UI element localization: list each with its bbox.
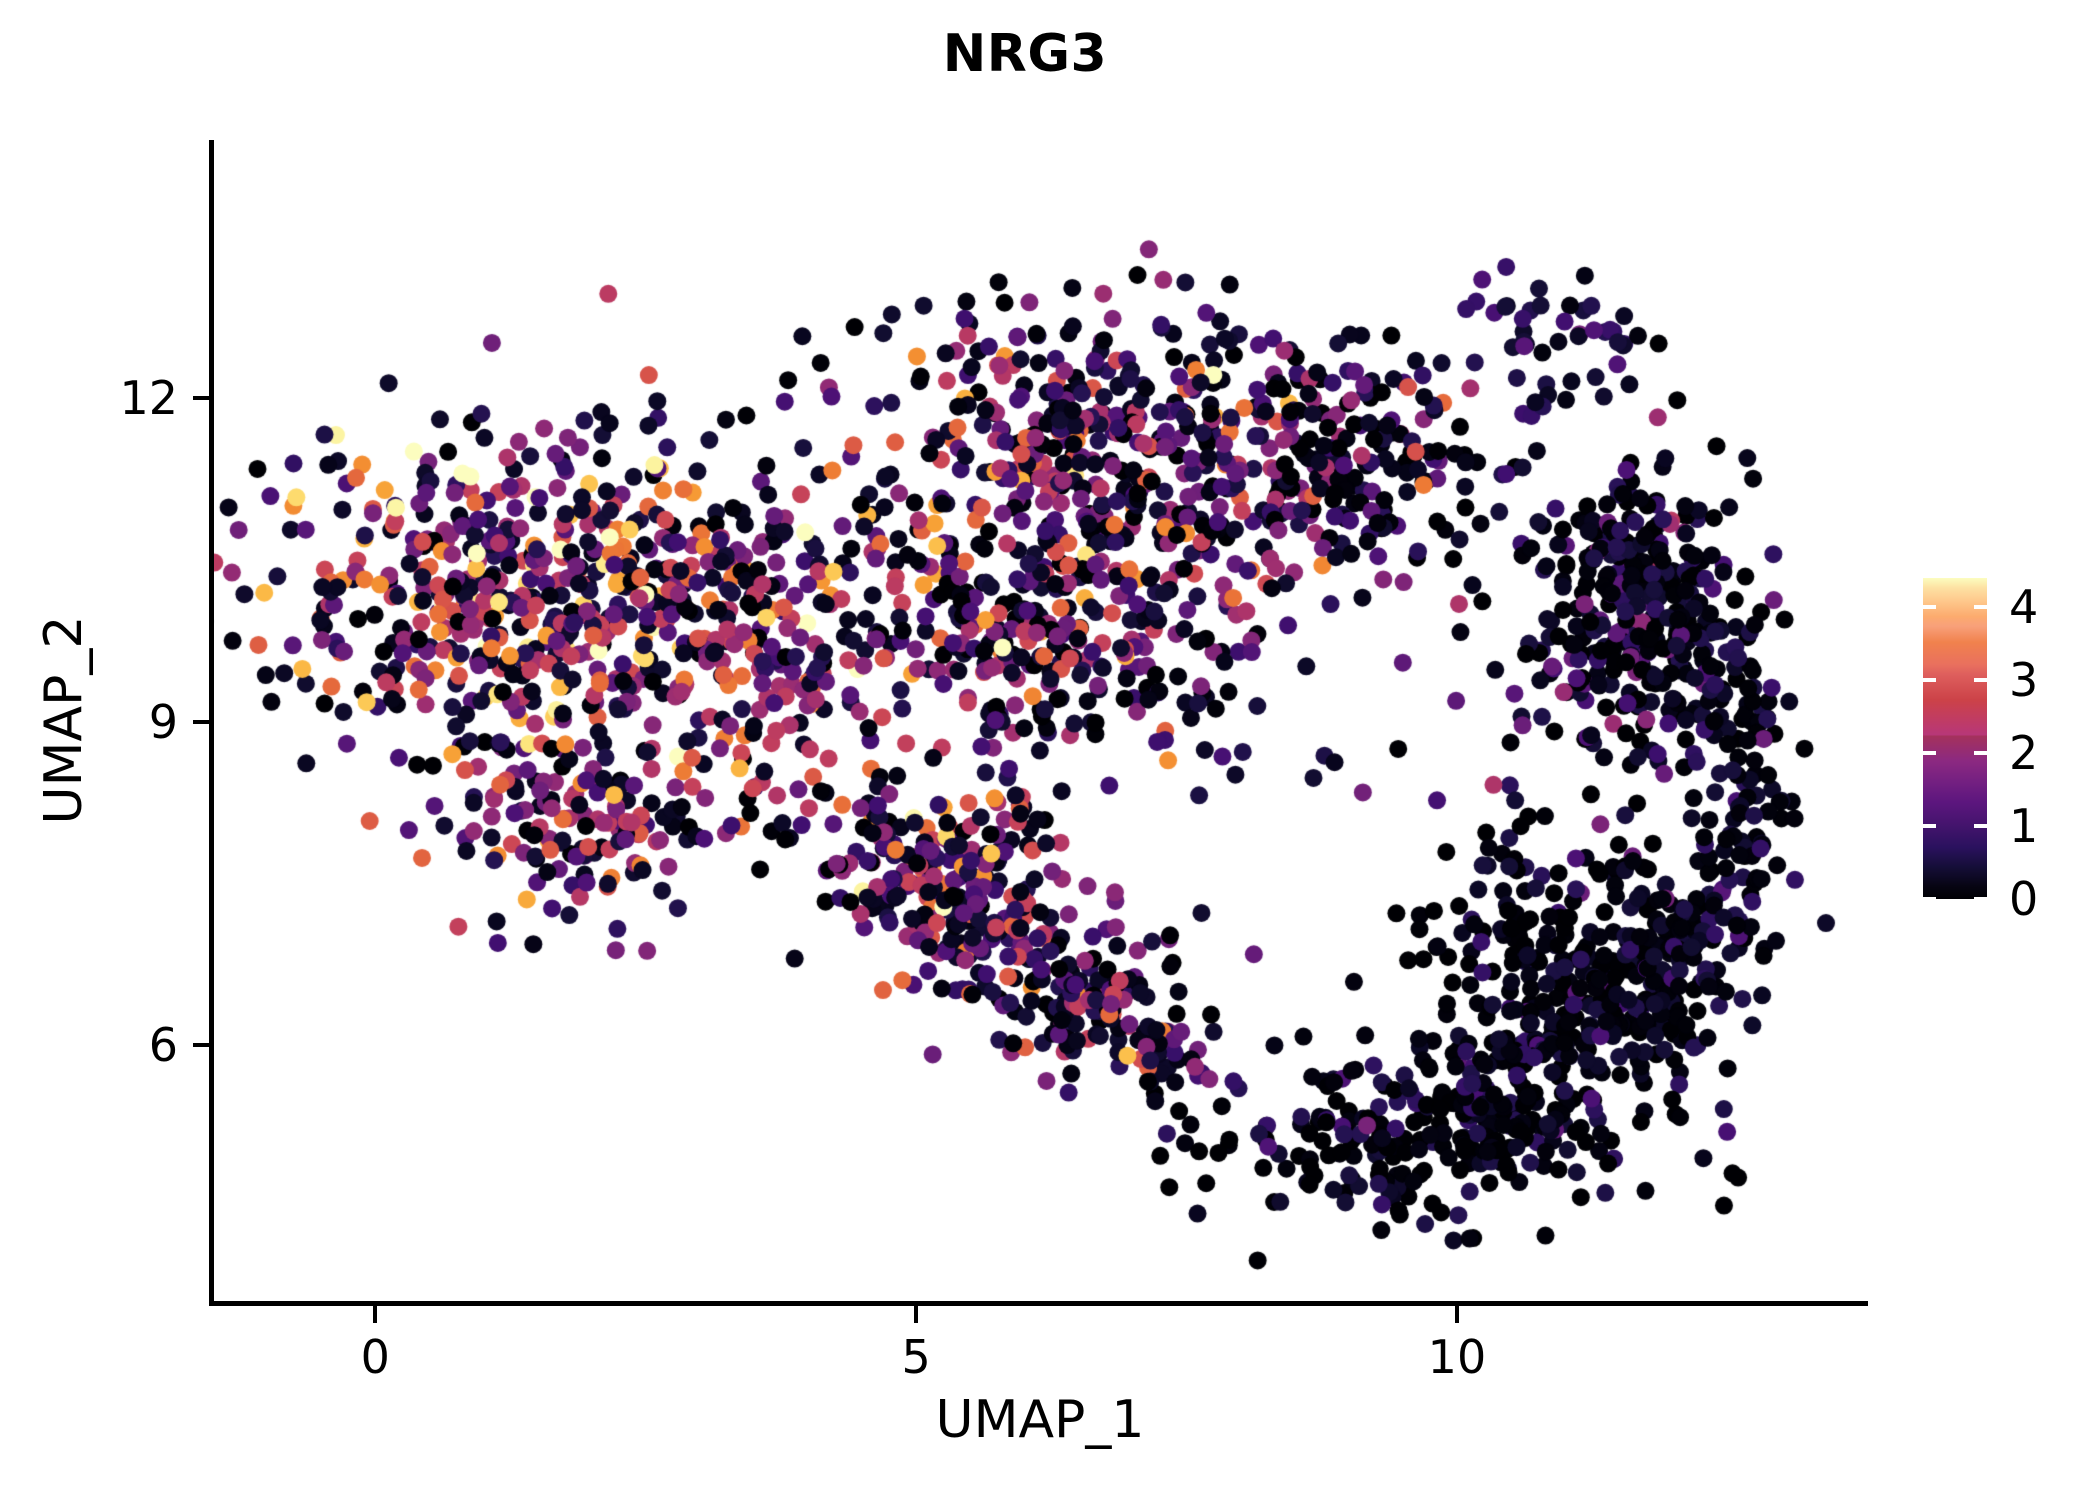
y-tick-label: 12 xyxy=(119,371,178,426)
colorbar-tick-mark xyxy=(1923,824,1936,829)
colorbar-tick-mark xyxy=(1923,605,1936,610)
colorbar-legend: 4 3 2 1 0 xyxy=(1923,578,2093,926)
colorbar-tick-mark xyxy=(1974,678,1987,683)
colorbar-tick-label: 0 xyxy=(2009,872,2039,926)
colorbar-tick-label: 1 xyxy=(2009,799,2039,854)
y-tick-mark xyxy=(193,719,209,724)
x-tick-mark xyxy=(1454,1306,1459,1323)
y-tick-label: 6 xyxy=(148,1017,178,1072)
scatter-plot-canvas xyxy=(213,140,1868,1303)
colorbar-tick-mark xyxy=(1923,678,1936,683)
y-tick-label: 9 xyxy=(148,694,178,749)
colorbar-tick-label: 2 xyxy=(2009,726,2039,781)
y-tick-mark xyxy=(193,1042,209,1047)
x-tick-label: 5 xyxy=(901,1330,931,1384)
colorbar-tick-mark xyxy=(1974,824,1987,829)
colorbar-tick-mark xyxy=(1923,751,1936,756)
x-axis-spine xyxy=(209,1301,1868,1306)
chart-title-text: NRG3 xyxy=(942,24,1108,84)
colorbar-tick-mark xyxy=(1923,897,1936,901)
x-tick-mark xyxy=(914,1306,919,1323)
y-tick-mark xyxy=(193,396,209,401)
y-axis-label: UMAP_2 xyxy=(34,615,94,825)
x-axis-label: UMAP_1 xyxy=(935,1390,1145,1450)
y-axis-spine xyxy=(209,140,214,1306)
x-tick-mark xyxy=(373,1306,378,1323)
x-tick-label: 0 xyxy=(360,1330,390,1384)
x-tick-label: 10 xyxy=(1427,1330,1487,1384)
colorbar-tick-label: 3 xyxy=(2009,653,2039,708)
colorbar-tick-mark xyxy=(1974,897,1987,901)
colorbar-gradient xyxy=(1923,578,1987,899)
colorbar-tick-label: 4 xyxy=(2009,580,2039,635)
colorbar-tick-mark xyxy=(1974,751,1987,756)
plot-area xyxy=(213,140,1868,1303)
page-title: NRG3 xyxy=(0,24,2100,84)
colorbar-tick-mark xyxy=(1974,605,1987,610)
